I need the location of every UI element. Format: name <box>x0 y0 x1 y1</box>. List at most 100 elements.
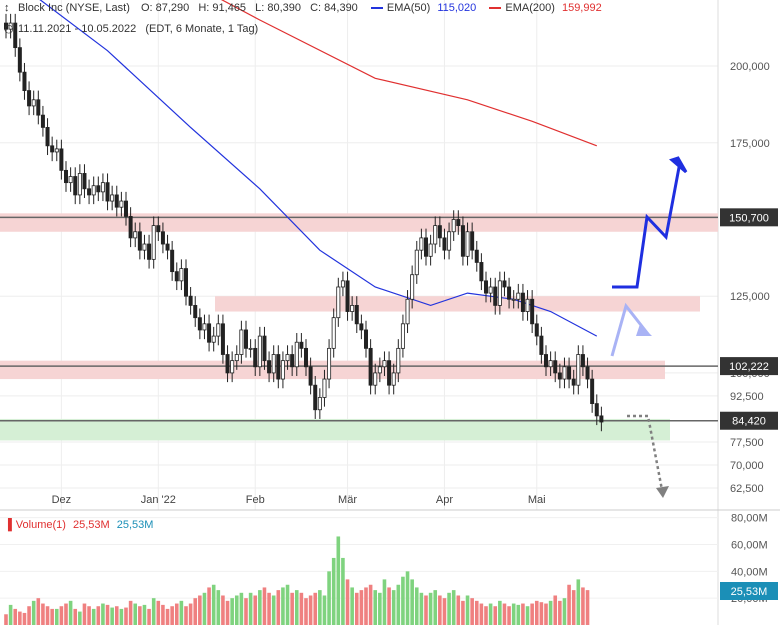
candle-body <box>331 317 336 349</box>
volume-bar <box>387 587 391 625</box>
volume-bar <box>207 587 211 625</box>
resistance-zone <box>0 360 665 380</box>
volume-marker-label: 25,53M <box>731 586 768 598</box>
volume-bar <box>193 598 198 625</box>
candle-body <box>303 347 308 368</box>
candle-body <box>387 360 392 386</box>
candle-body <box>202 323 207 331</box>
volume-bar <box>299 592 304 625</box>
volume-bar <box>225 600 230 625</box>
volume-bar <box>4 614 8 625</box>
candle-body <box>553 360 558 374</box>
price-level-marker <box>720 357 778 376</box>
candle-body <box>234 354 239 362</box>
candle-body <box>470 231 475 251</box>
candle-body <box>290 354 295 368</box>
candle-body <box>110 194 115 202</box>
candle-body <box>567 366 572 380</box>
range-dates: 11.11.2021 - 10.05.2022 <box>18 23 137 35</box>
candle-body <box>50 145 55 153</box>
candle-body <box>350 305 355 312</box>
volume-bar <box>433 590 438 625</box>
volume-bar <box>548 600 553 625</box>
candle-body <box>31 99 36 107</box>
candle-body <box>474 249 479 263</box>
volume-bar <box>507 606 511 625</box>
bearish-arrow <box>627 414 664 491</box>
volume-bar <box>64 603 68 625</box>
volume-label: Volume(1) <box>15 519 66 531</box>
candle-body <box>327 347 332 380</box>
candle-body <box>548 360 553 368</box>
volume-bar <box>174 603 179 625</box>
volume-bar <box>124 607 128 625</box>
open-value: 87,290 <box>155 2 190 14</box>
candle-body <box>17 47 22 73</box>
candle-body <box>419 237 424 251</box>
candle-body <box>64 169 69 184</box>
candle-body <box>262 335 267 362</box>
volume-marker <box>720 582 778 600</box>
price-level-marker <box>720 411 778 430</box>
volume-bar <box>313 592 318 625</box>
x-tick-label: Apr <box>436 494 453 506</box>
volume-bar <box>502 603 507 625</box>
volume-bar <box>419 592 424 625</box>
volume-bar <box>45 606 50 625</box>
volume-bar <box>345 579 350 625</box>
volume-bar <box>396 584 401 625</box>
volume-bar <box>414 587 419 625</box>
candle-body <box>276 354 281 380</box>
candle-body <box>216 323 221 337</box>
candle-body <box>544 354 549 368</box>
volume-bar <box>18 611 22 625</box>
volume-bar <box>133 603 138 625</box>
volume-bar <box>364 587 368 625</box>
ema50-label: EMA(50) <box>386 2 431 14</box>
candle-body <box>211 335 216 343</box>
volume-bar <box>216 590 221 625</box>
volume-bar <box>553 595 558 625</box>
volume-bar <box>78 611 82 625</box>
volume-bar <box>558 600 562 625</box>
candle-body <box>465 231 470 257</box>
candle-body <box>119 200 124 208</box>
volume-bar <box>465 595 470 625</box>
candle-body <box>594 403 599 417</box>
volume-bar <box>165 608 170 625</box>
candle-body <box>437 225 442 239</box>
candle-body <box>77 173 82 196</box>
candle-body <box>359 323 364 331</box>
candle-body <box>8 22 13 30</box>
resistance-zone <box>0 213 718 232</box>
candle-body <box>410 274 415 300</box>
ema200-value: 159,992 <box>561 2 602 14</box>
candle-body <box>220 323 225 355</box>
price-level-label: 150,700 <box>729 212 769 224</box>
vol-tick-label: 60,00M <box>731 540 768 552</box>
symbol-label: Block Inc (NYSE, Last) <box>18 2 130 14</box>
volume-bar <box>244 598 248 625</box>
volume-bar <box>234 595 239 625</box>
volume-bar <box>539 602 544 625</box>
candle-body <box>460 225 465 257</box>
candle-body <box>354 305 359 325</box>
volume-value: 25,53M <box>73 519 110 531</box>
volume-bar <box>87 606 91 625</box>
candle-body <box>193 305 198 319</box>
volume-bar <box>585 590 590 625</box>
volume-bar <box>488 603 493 625</box>
candle-body <box>511 298 516 301</box>
volume-bar <box>13 608 18 625</box>
high-value: 91,465 <box>212 2 247 14</box>
candle-body <box>197 317 202 331</box>
candle-body <box>340 280 345 288</box>
volume-bar <box>27 606 31 625</box>
candle-body <box>414 249 419 276</box>
bullish-arrowhead <box>669 156 688 174</box>
candle-body <box>179 268 184 282</box>
support-zone <box>0 418 670 441</box>
candle-body <box>248 347 253 350</box>
candle-body <box>170 249 175 273</box>
candle-body <box>580 354 585 368</box>
